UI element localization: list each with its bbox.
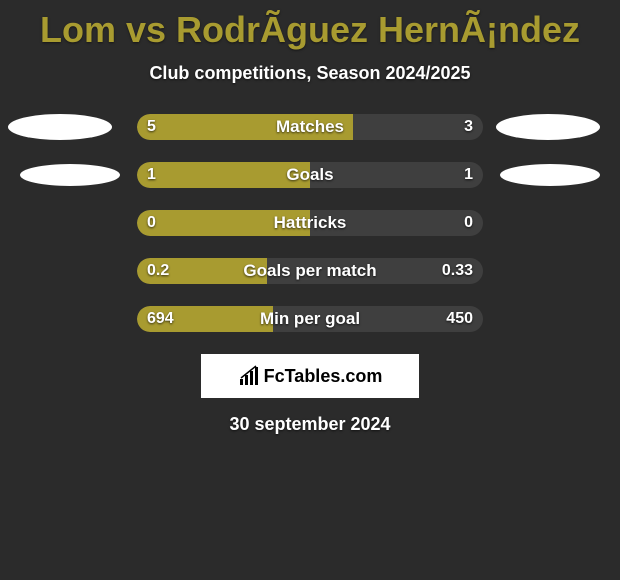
metric-bar-left — [137, 210, 310, 236]
player-avatar-left — [20, 164, 120, 186]
metric-bar-left — [137, 114, 353, 140]
logo-text: FcTables.com — [264, 366, 383, 387]
metric-bar-track — [137, 162, 483, 188]
player-avatar-right — [496, 114, 600, 140]
metric-bar-left — [137, 306, 273, 332]
metric-bar-track — [137, 306, 483, 332]
metric-row: 00Hattricks — [0, 210, 620, 236]
metric-bar-track — [137, 210, 483, 236]
metric-bar-track — [137, 258, 483, 284]
metric-row: 694450Min per goal — [0, 306, 620, 332]
subtitle: Club competitions, Season 2024/2025 — [0, 63, 620, 84]
logo-box[interactable]: FcTables.com — [201, 354, 419, 398]
metric-bar-left — [137, 162, 310, 188]
metric-row: 11Goals — [0, 162, 620, 188]
player-avatar-right — [500, 164, 600, 186]
metric-row: 0.20.33Goals per match — [0, 258, 620, 284]
player-avatar-left — [8, 114, 112, 140]
metric-bar-left — [137, 258, 267, 284]
date-label: 30 september 2024 — [0, 414, 620, 435]
bar-chart-icon — [238, 365, 260, 387]
stats-comparison-card: Lom vs RodrÃ­guez HernÃ¡ndez Club compet… — [0, 8, 620, 580]
page-title: Lom vs RodrÃ­guez HernÃ¡ndez — [0, 8, 620, 51]
metric-rows: 53Matches 11Goals 00Hattricks 0.20.33Goals … — [0, 114, 620, 332]
metric-bar-track — [137, 114, 483, 140]
metric-row: 53Matches — [0, 114, 620, 140]
